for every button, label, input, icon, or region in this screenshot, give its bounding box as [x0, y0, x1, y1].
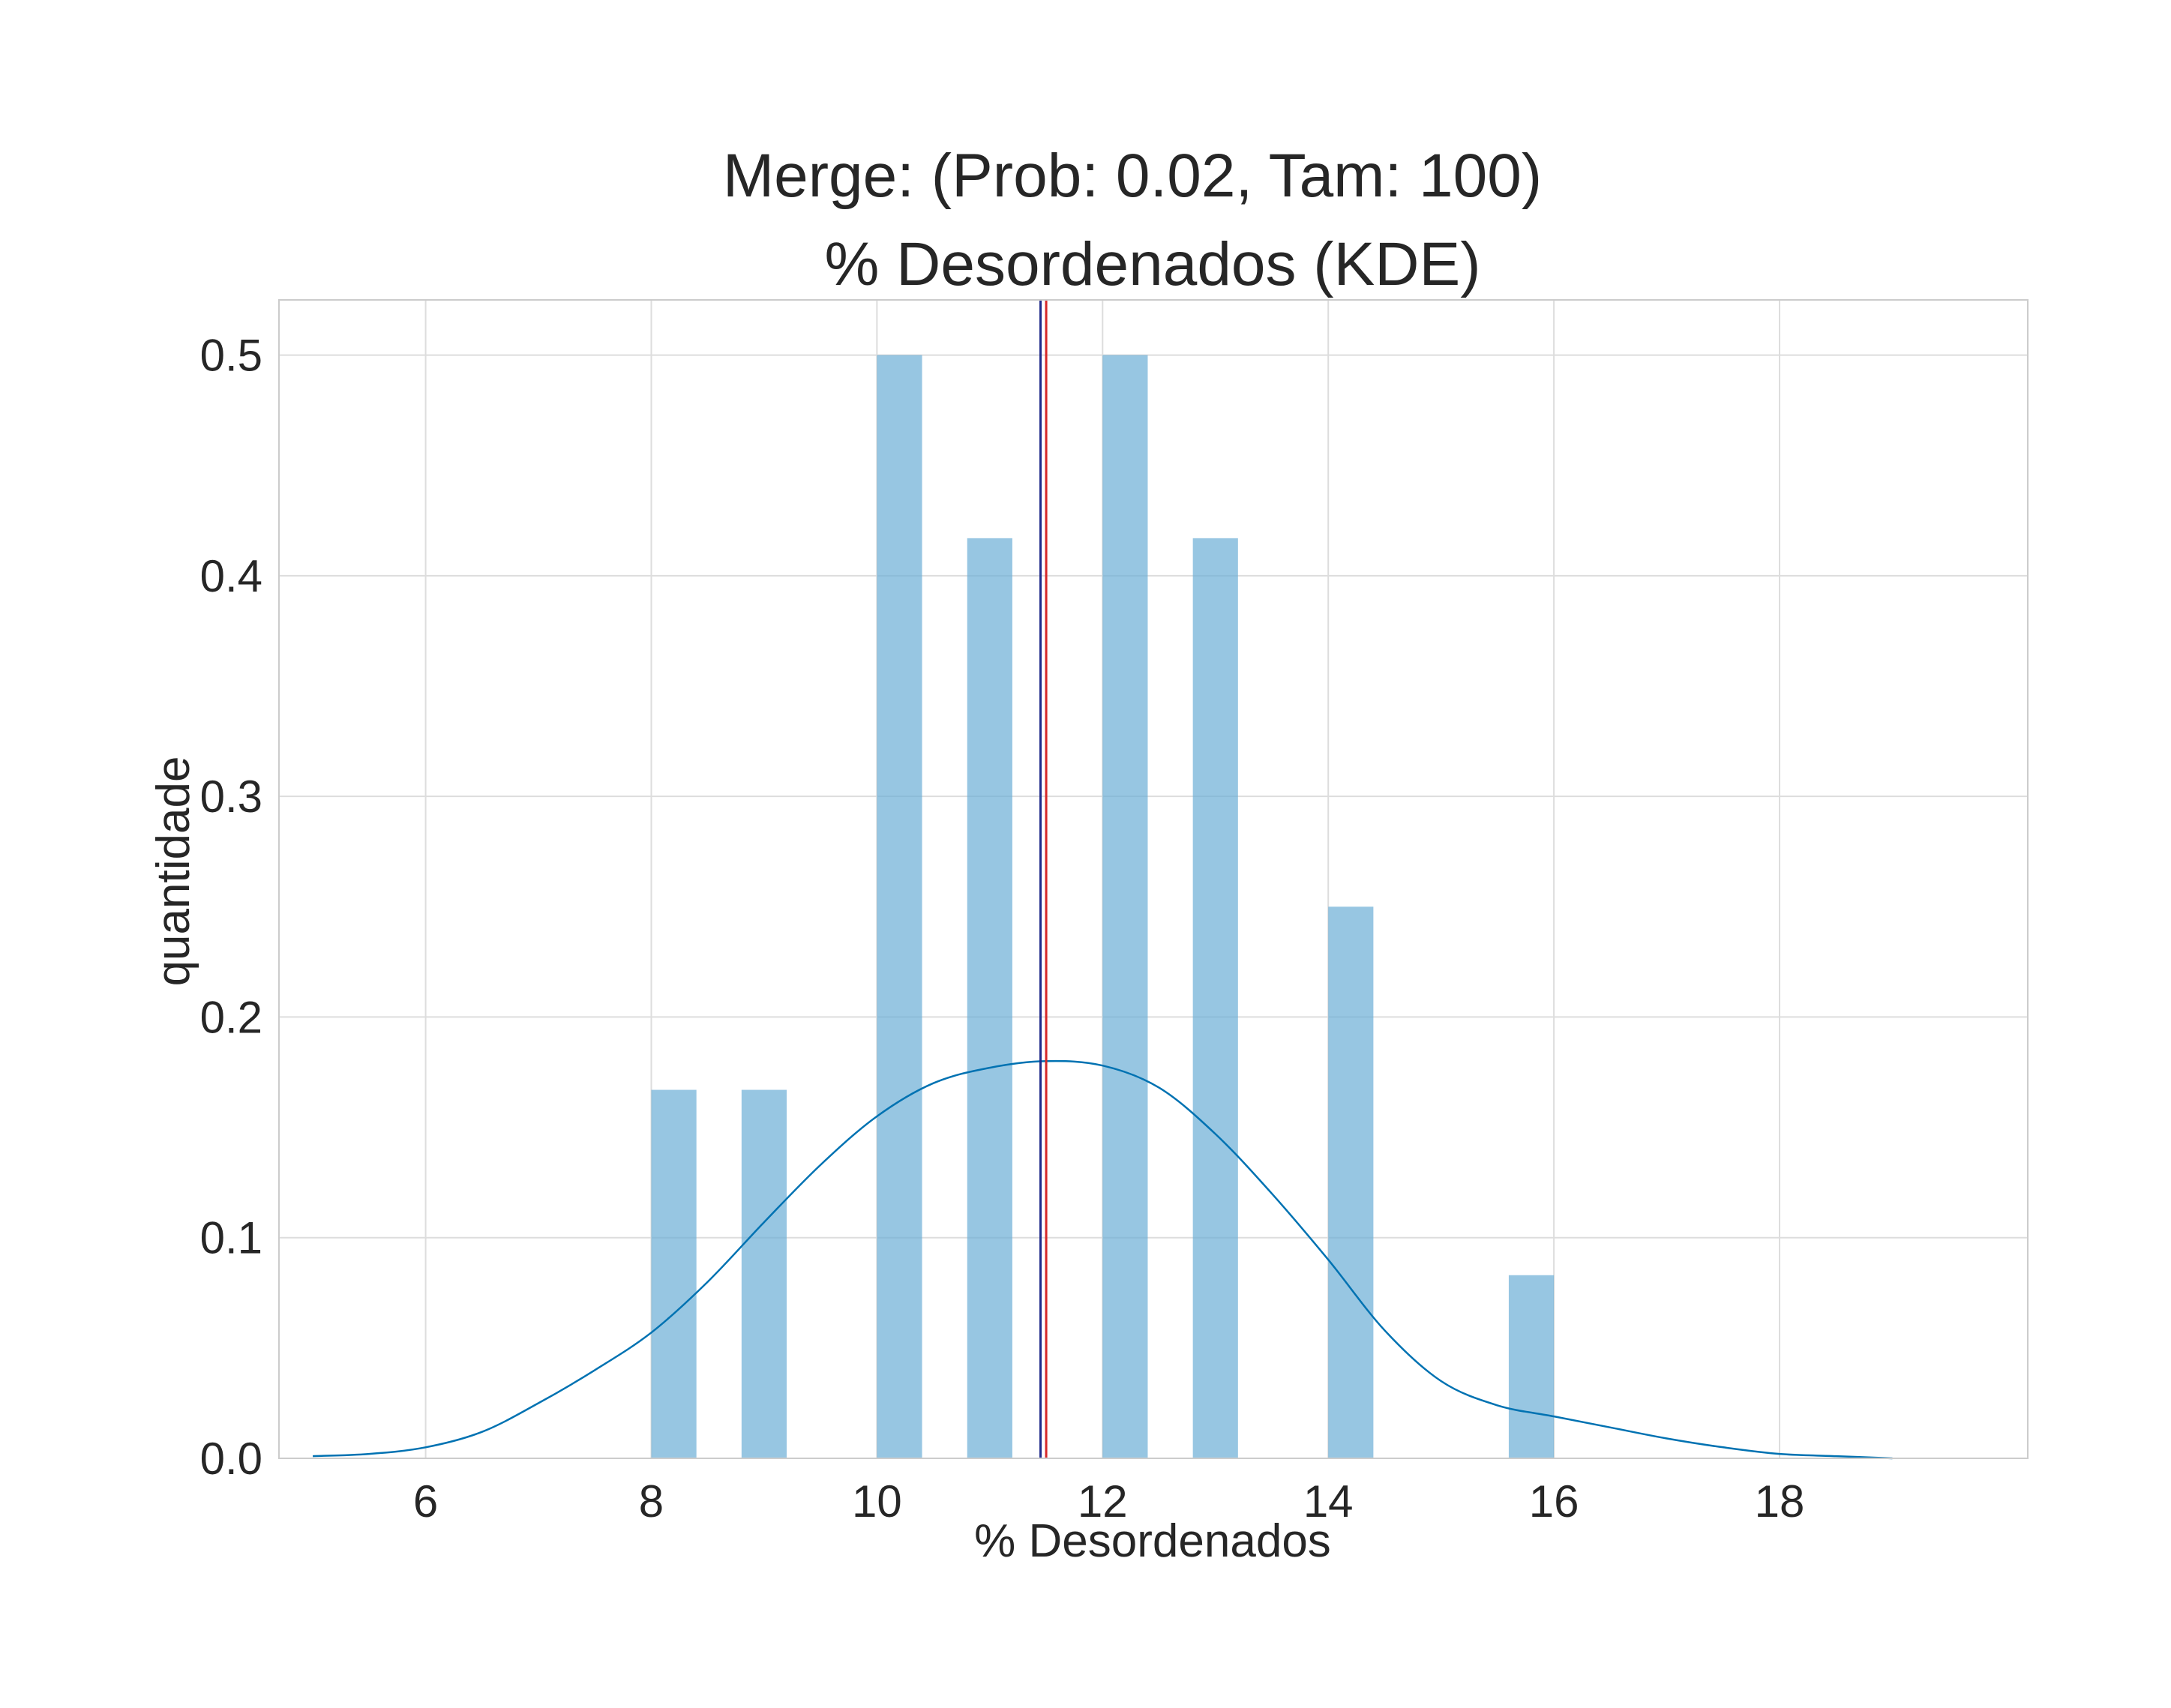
x-tick-label: 18: [1755, 1476, 1805, 1527]
histogram-bar: [967, 538, 1012, 1458]
histogram-bar: [1102, 355, 1148, 1459]
histogram-bar: [651, 1089, 697, 1458]
x-tick-label: 6: [413, 1476, 438, 1527]
y-tick-label: 0.5: [200, 331, 262, 381]
plot-frame: [278, 299, 2029, 1459]
chart-subtitle: % Desordenados (KDE): [824, 230, 1480, 298]
x-axis-label: % Desordenados: [974, 1515, 1331, 1567]
y-tick-labels: 0.0 0.1 0.2 0.3 0.4 0.5: [200, 331, 262, 1484]
histogram-bar: [1508, 1275, 1555, 1458]
histogram-bar: [1328, 906, 1374, 1458]
reference-lines: [1039, 300, 1048, 1458]
x-tick-labels: 6 8 10 12 14 16 18: [413, 1476, 1804, 1527]
kde-curve: [313, 1059, 1893, 1460]
y-tick-label: 0.1: [200, 1213, 262, 1263]
histogram-bar: [877, 355, 922, 1459]
chart-title: Merge: (Prob: 0.02, Tam: 100): [723, 142, 1542, 210]
y-axis-label: quantidade: [148, 757, 199, 987]
x-tick-label: 12: [1078, 1476, 1128, 1527]
x-tick-label: 16: [1529, 1476, 1579, 1527]
x-tick-label: 8: [639, 1476, 664, 1527]
histogram-bar: [1192, 538, 1238, 1458]
y-tick-label: 0.0: [200, 1434, 262, 1484]
y-tick-label: 0.2: [200, 992, 262, 1042]
histogram-bars: [651, 355, 1555, 1459]
x-tick-label: 14: [1303, 1476, 1354, 1527]
histogram-bar: [741, 1089, 787, 1458]
y-tick-label: 0.3: [200, 772, 262, 822]
x-tick-label: 10: [852, 1476, 902, 1527]
y-tick-label: 0.4: [200, 551, 262, 601]
kde-curve-group: [313, 1059, 1893, 1460]
